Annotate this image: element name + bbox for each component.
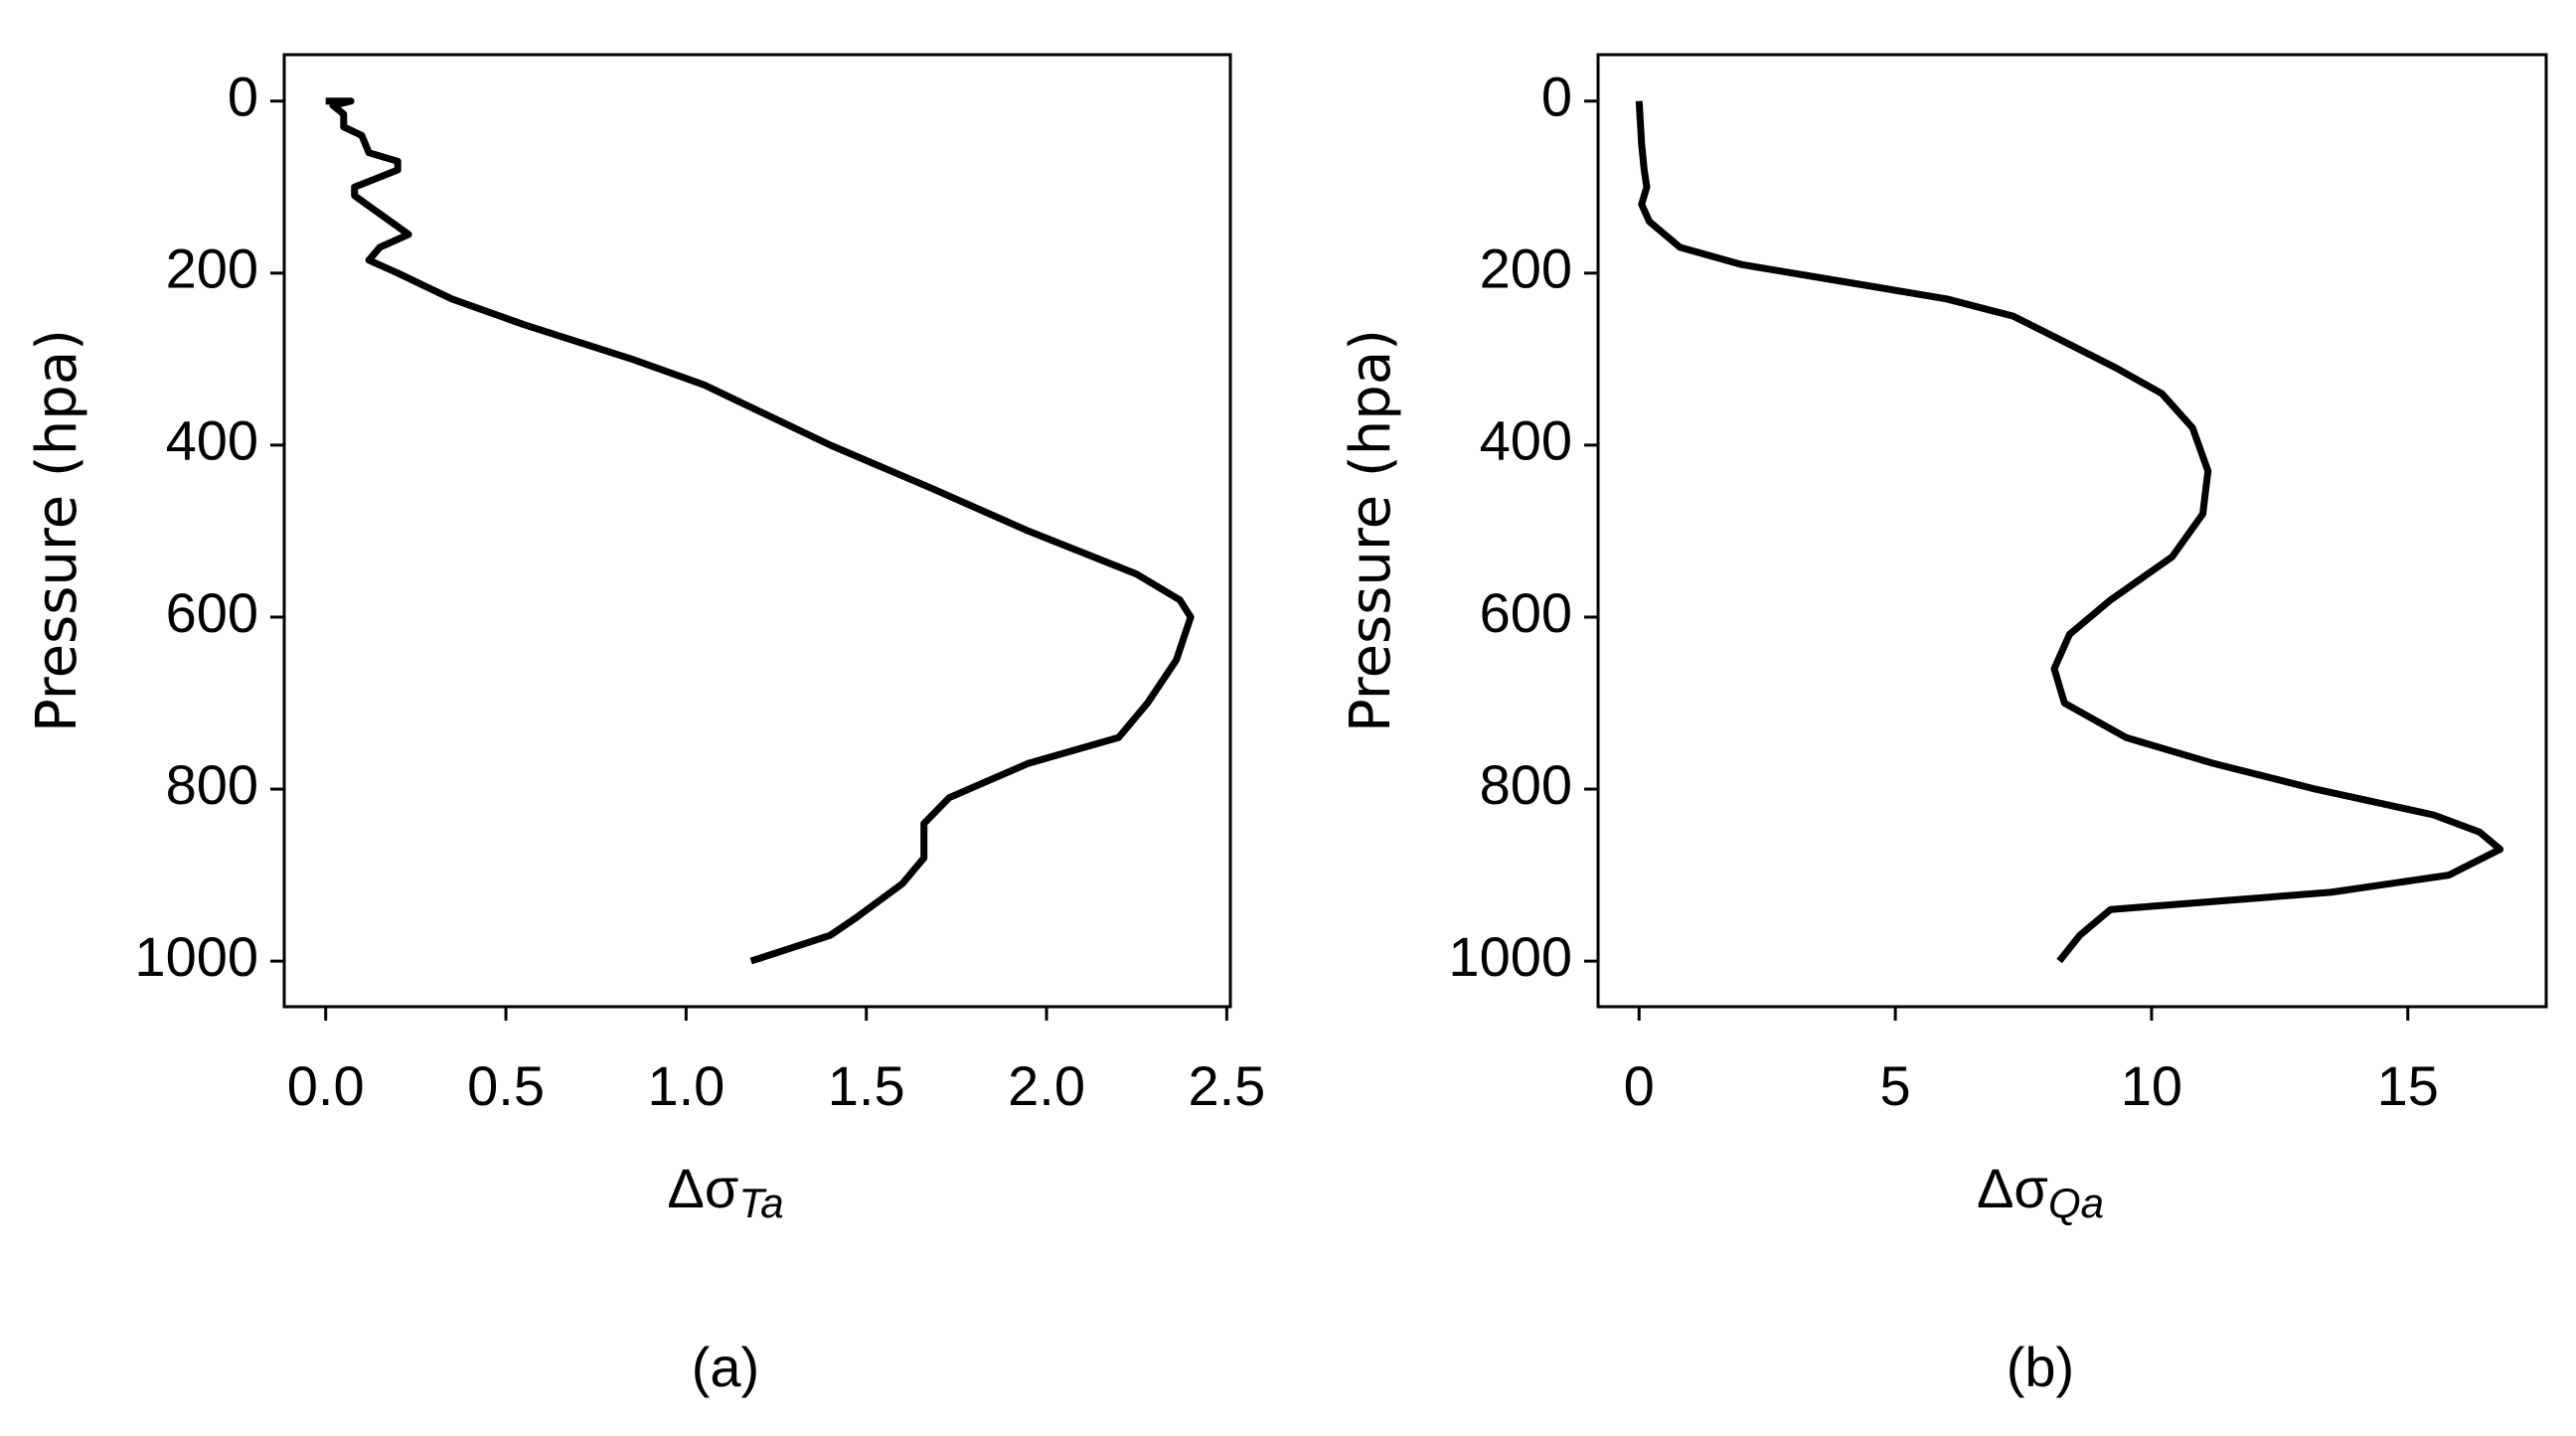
x-tick-label: 0.0 <box>287 1054 365 1117</box>
y-tick-label: 1000 <box>1448 925 1572 988</box>
y-tick-label: 800 <box>1480 753 1572 816</box>
y-axis-label: Pressure (hpa) <box>1339 329 1403 732</box>
panel-caption: (b) <box>2007 1336 2074 1398</box>
x-axis-label-main: Δσ <box>667 1157 738 1219</box>
y-axis-label: Pressure (hpa) <box>25 329 89 732</box>
x-tick-label: 2.5 <box>1188 1054 1265 1117</box>
x-axis-label: ΔσQa <box>1977 1157 2104 1226</box>
y-tick-label: 400 <box>1480 409 1572 472</box>
y-tick-label: 0 <box>228 66 258 128</box>
x-axis-label-sub: Qa <box>2048 1180 2104 1226</box>
x-tick-label: 15 <box>2377 1054 2439 1117</box>
x-tick-label: 2.0 <box>1008 1054 1085 1117</box>
x-axis-label: ΔσTa <box>667 1157 783 1226</box>
y-tick-label: 600 <box>1480 581 1572 644</box>
data-line <box>325 97 1195 965</box>
data-line <box>1635 100 2504 964</box>
y-tick-label: 200 <box>1480 238 1572 300</box>
x-tick-label: 1.5 <box>828 1054 905 1117</box>
x-tick-label: 5 <box>1880 1054 1911 1117</box>
x-axis-label-main: Δσ <box>1977 1157 2048 1219</box>
y-tick-label: 1000 <box>134 925 258 988</box>
y-tick-label: 200 <box>166 238 258 300</box>
plot-frame <box>1596 53 2548 1009</box>
y-tick-label: 0 <box>1541 66 1572 128</box>
plot-frame <box>282 53 1232 1009</box>
x-tick-label: 0.5 <box>467 1054 545 1117</box>
y-tick-label: 400 <box>166 409 258 472</box>
x-axis-label-sub: Ta <box>738 1180 783 1226</box>
x-tick-label: 1.0 <box>647 1054 724 1117</box>
panel-caption: (a) <box>692 1336 759 1398</box>
x-tick-label: 0 <box>1624 1054 1655 1117</box>
y-tick-label: 600 <box>166 581 258 644</box>
x-tick-label: 10 <box>2121 1054 2182 1117</box>
y-tick-label: 800 <box>166 753 258 816</box>
